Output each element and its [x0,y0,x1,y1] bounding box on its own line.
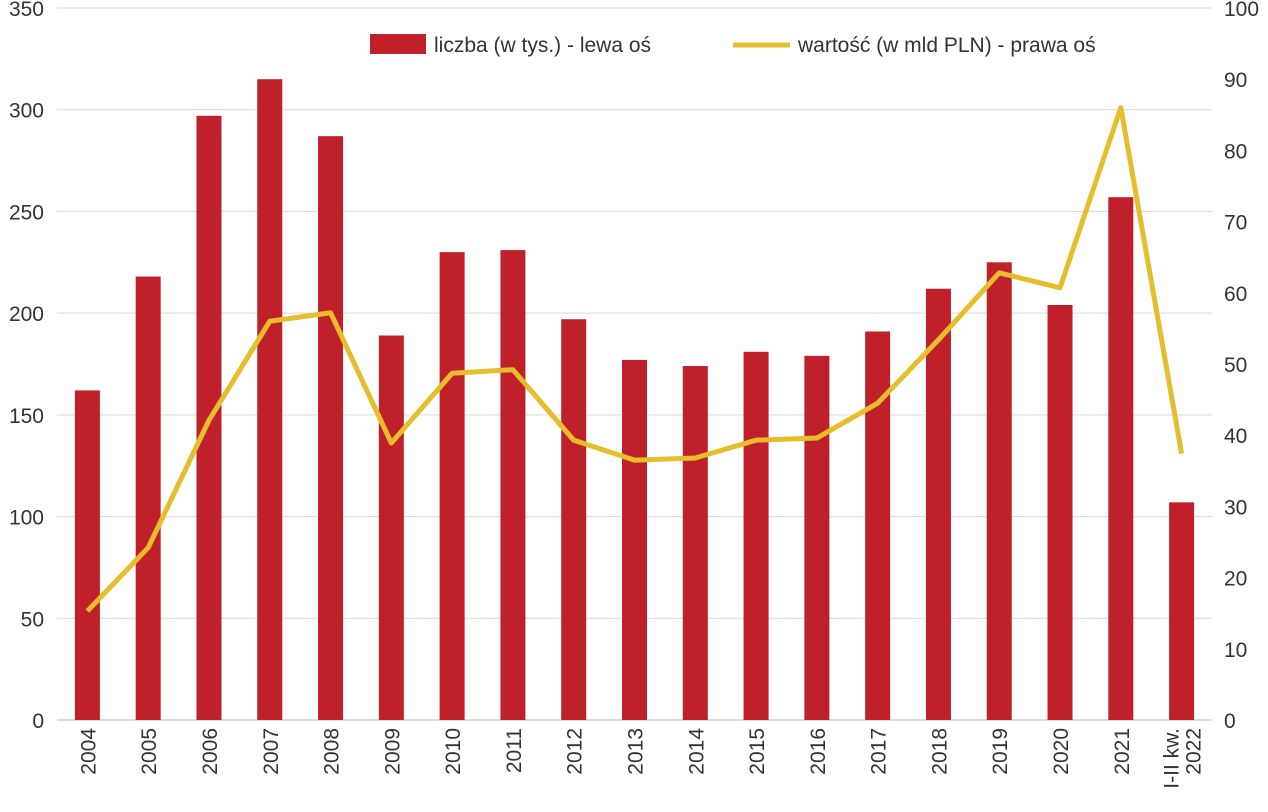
left-tick-label: 100 [9,507,44,530]
right-tick-label: 10 [1224,639,1247,662]
x-tick-label: 2008 [321,728,344,775]
right-tick-label: 40 [1224,425,1247,448]
legend-swatch-bar [370,34,426,54]
x-tick-text: 2017 [868,728,891,775]
x-tick-text: 2004 [77,728,100,775]
left-tick-label: 0 [32,710,44,733]
bar-15 [986,262,1012,720]
right-tick-label: 60 [1224,283,1247,306]
right-tick-label: 90 [1224,69,1247,92]
x-tick-text: 2009 [381,728,404,775]
x-tick-text: 2013 [625,728,648,775]
bar-4 [318,136,344,720]
x-tick-text: 2016 [807,728,830,775]
bar-14 [925,288,951,720]
x-tick-text: 2012 [564,728,587,775]
x-tick-label: 2010 [442,728,465,775]
right-tick-label: 80 [1224,140,1247,163]
right-axis-ticks: 0 10 20 30 40 50 60 70 80 90 100 [1224,0,1259,733]
right-tick-label: 30 [1224,496,1247,519]
legend: liczba (w tys.) - lewa oś wartość (w mld… [370,34,1096,57]
left-axis-ticks: 0 50 100 150 200 250 300 350 [9,0,44,733]
left-tick-label: 50 [21,608,44,631]
bar-16 [1047,305,1073,720]
x-tick-text: 2005 [138,728,161,775]
bar-7 [500,250,526,720]
x-tick-label: 2013 [625,728,648,775]
legend-label-line: wartość (w mld PLN) - prawa oś [797,34,1096,57]
x-tick-text: 2011 [503,728,526,773]
right-tick-label: 20 [1224,568,1247,591]
x-tick-label: 2020 [1050,728,1073,775]
x-tick-label: 2007 [260,728,283,775]
x-tick-label: 2016 [807,728,830,775]
right-tick-label: 100 [1224,0,1259,21]
bar-11 [743,351,769,720]
bar-13 [865,331,891,720]
x-tick-label: 2014 [685,728,708,775]
x-tick-label: 2021 [1111,728,1134,775]
x-tick-text: 2020 [1050,728,1073,775]
bar-3 [257,79,283,720]
x-tick-text: 2019 [989,728,1012,775]
bar-8 [561,319,587,720]
x-tick-label: 2004 [77,728,100,775]
x-tick-label: 2015 [746,728,769,775]
right-tick-label: 0 [1224,710,1236,733]
bar-17 [1108,197,1134,720]
x-tick-text: 2008 [321,728,344,775]
x-tick-text: 2022 [1183,728,1206,775]
x-tick-text: I-II kw. [1161,728,1184,789]
x-tick-text: 2021 [1111,728,1134,775]
x-tick-label: 2011 [503,728,526,773]
left-tick-label: 250 [9,201,44,224]
x-tick-label: 2019 [989,728,1012,775]
left-tick-label: 150 [9,405,44,428]
x-tick-text: 2014 [685,728,708,775]
right-tick-label: 50 [1224,354,1247,377]
bar-series [74,79,1195,721]
bar-9 [622,359,647,720]
right-tick-label: 70 [1224,212,1247,235]
bar-18 [1169,502,1195,720]
x-tick-label: 2006 [199,728,222,775]
x-tick-text: 2006 [199,728,222,775]
bar-5 [378,335,404,720]
x-tick-label: 2018 [928,728,951,775]
x-tick-text: 2015 [746,728,769,775]
line-series-value [85,105,1185,613]
bar-6 [439,252,465,720]
x-tick-text: 2010 [442,728,465,775]
bar-10 [682,366,708,720]
left-tick-label: 350 [9,0,44,21]
x-tick-label: 2009 [381,728,404,775]
legend-label-bar: liczba (w tys.) - lewa oś [434,34,651,57]
bar-12 [804,355,830,720]
bar-1 [135,276,161,720]
x-tick-label: I-II kw. 2022 [1161,728,1206,789]
x-tick-label: 2017 [868,728,891,775]
x-tick-text: 2007 [260,728,283,775]
left-tick-label: 200 [9,303,44,326]
bar-0 [74,390,100,720]
x-tick-label: 2012 [564,728,587,775]
left-tick-label: 300 [9,100,44,123]
x-tick-label: 2005 [138,728,161,775]
x-tick-text: 2018 [928,728,951,775]
x-axis-ticks: 2004 2005 2006 2007 2008 2009 2010 2011 2012 2013… [77,728,1205,789]
